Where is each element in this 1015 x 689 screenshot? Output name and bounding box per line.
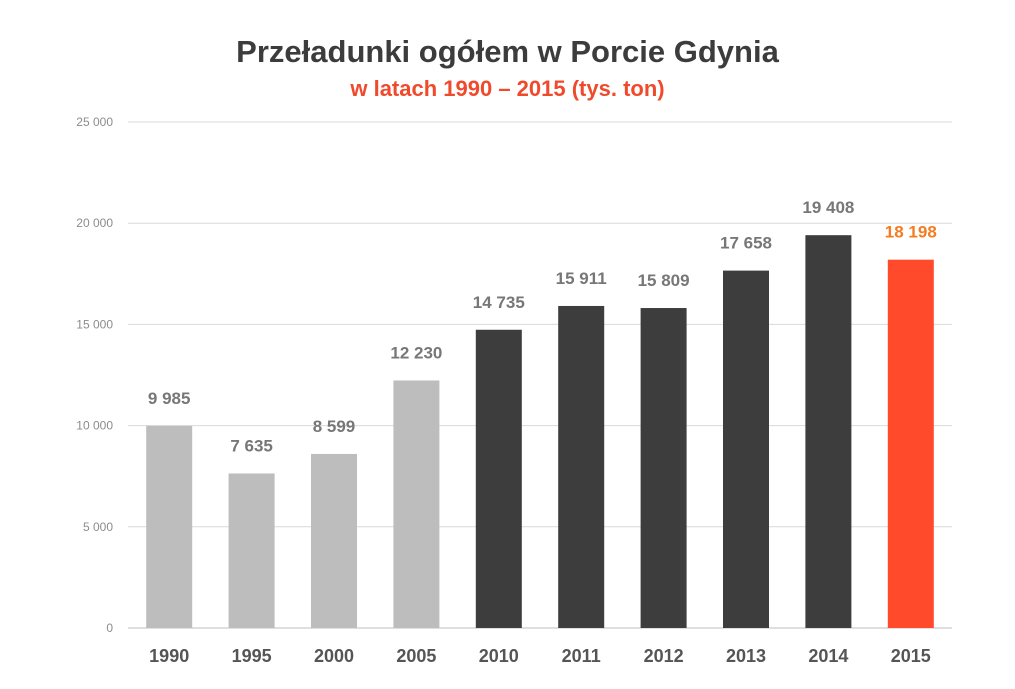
- data-label: 17 658: [720, 234, 772, 253]
- x-axis-categories: 1990 1995 2000 2005 2010 2011 2012 2013 2014 2015: [149, 646, 931, 666]
- y-tick-label: 0: [106, 621, 113, 635]
- data-label: 9 985: [148, 389, 191, 408]
- bar: [558, 305, 605, 628]
- data-label: 14 735: [473, 293, 525, 312]
- x-category-label: 2011: [562, 646, 601, 666]
- bar: [228, 473, 275, 628]
- bar: [723, 270, 769, 628]
- bar: [640, 308, 687, 628]
- bar: [393, 380, 440, 628]
- bar: [146, 425, 193, 628]
- x-category-label: 1995: [232, 646, 272, 666]
- data-labels: 9 985 7 635 8 599 12 230 14 735 15 911 15 809 1…: [148, 198, 937, 455]
- x-category-label: 2013: [726, 646, 766, 666]
- y-axis-ticks: 0 5 000 10 000 15 000 20 000 25 000: [76, 115, 113, 635]
- bar: [311, 453, 357, 628]
- y-tick-label: 15 000: [76, 317, 113, 331]
- y-tick-label: 25 000: [76, 115, 113, 129]
- x-category-label: 2014: [808, 646, 848, 666]
- x-category-label: 2000: [314, 646, 354, 666]
- y-tick-label: 20 000: [76, 216, 113, 230]
- x-category-label: 2005: [396, 646, 436, 666]
- data-label: 12 230: [390, 343, 442, 362]
- x-category-label: 2010: [479, 646, 519, 666]
- chart-subtitle: w latach 1990 – 2015 (tys. ton): [350, 76, 665, 101]
- data-label: 15 911: [556, 269, 607, 288]
- data-label: 19 408: [802, 198, 854, 217]
- y-tick-label: 5 000: [83, 520, 113, 534]
- data-label: 8 599: [313, 417, 356, 436]
- data-label: 18 198: [885, 223, 937, 242]
- data-label: 7 635: [230, 436, 273, 455]
- chart-title: Przeładunki ogółem w Porcie Gdynia: [236, 34, 779, 69]
- x-category-label: 1990: [149, 646, 189, 666]
- bars: [146, 235, 934, 629]
- y-tick-label: 10 000: [76, 419, 113, 433]
- data-label: 15 809: [638, 271, 690, 290]
- x-category-label: 2012: [644, 646, 684, 666]
- x-category-label: 2015: [891, 646, 931, 666]
- bar: [805, 235, 852, 629]
- bar: [887, 259, 934, 628]
- bar: [475, 329, 522, 628]
